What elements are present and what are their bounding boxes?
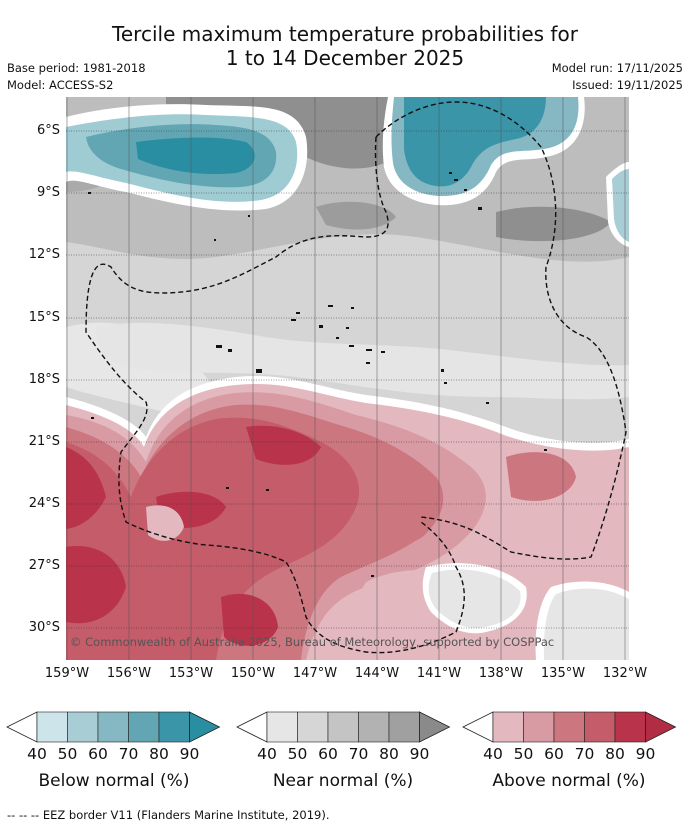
lat-label-18s: 18°S [28,372,60,387]
model-info: Base period: 1981-2018 Model: ACCESS-S2 [7,60,146,94]
colorbar-tick-label: 80 [379,745,399,763]
colorbar-tick-label: 80 [149,745,169,763]
above-normal-80-north [246,425,321,465]
colorbar-segment [553,711,585,743]
colorbar-tick-label: 40 [483,745,503,763]
colorbar-tick-label: 80 [605,745,625,763]
above-normal-80-south [221,593,278,646]
colorbar-tick-label: 90 [179,745,200,763]
colorbar-tick-label: 70 [348,745,369,763]
lon-label-135w: 135°W [540,666,586,681]
page-title: Tercile maximum temperature probabilitie… [0,22,690,70]
colorbar-label-near: Near normal (%) [272,771,414,791]
colorbar-tick-label: 40 [27,745,47,763]
colorbar-segment [492,711,524,743]
lon-label-132w: 132°W [602,666,648,681]
lon-label-150w: 150°W [230,666,276,681]
colorbar-tick-label: 70 [574,745,595,763]
base-period: Base period: 1981-2018 [7,61,146,75]
colorbar-segment [67,711,99,743]
model-name: Model: ACCESS-S2 [7,78,114,92]
colorbar-segment [358,711,390,743]
near-normal-light-band [96,322,629,400]
colorbar-above-normal [462,711,677,743]
colorbar-tick-label: 60 [88,745,108,763]
colorbar-segment [297,711,329,743]
title-line-1: Tercile maximum temperature probabilitie… [112,22,578,46]
below-normal-west-90 [136,137,255,175]
lon-label-144w: 144°W [354,666,400,681]
colorbar-segment [388,711,420,743]
above-normal-80-southwest [66,546,126,624]
colorbar-extend-high [645,711,677,743]
colorbar-segment [158,711,190,743]
lon-gridlines [66,97,626,660]
colorbar-segment [327,711,359,743]
lon-label-159w: 159°W [44,666,90,681]
probability-map[interactable]: © Commonwealth of Australia 2025, Bureau… [66,97,629,660]
colorbar-tick-label: 40 [257,745,277,763]
copyright-text: © Commonwealth of Australia 2025, Bureau… [70,635,554,649]
lat-label-30s: 30°S [28,620,60,635]
lon-label-156w: 156°W [106,666,152,681]
above-normal-east-patch [506,452,576,501]
colorbar-extend-low [236,711,268,743]
above-normal-70 [66,417,360,660]
lon-label-153w: 153°W [168,666,214,681]
colorbars [6,711,677,743]
colorbar-tick-label: 50 [57,745,78,763]
lat-label-9s: 9°S [36,185,60,200]
colorbar-segment [128,711,160,743]
colorbar-tick-label: 90 [409,745,430,763]
colorbar-tick-label: 60 [318,745,338,763]
colorbar-segment [36,711,68,743]
colorbar-label-below: Below normal (%) [38,771,190,791]
colorbar-extend-high [419,711,451,743]
colorbar-tick-label: 50 [513,745,534,763]
colorbar-segment [584,711,616,743]
lon-label-138w: 138°W [478,666,524,681]
colorbar-segment [97,711,129,743]
issued-date: Issued: 19/11/2025 [572,78,683,92]
colorbar-below-normal [6,711,221,743]
run-info: Model run: 17/11/2025 Issued: 19/11/2025 [552,60,683,94]
near-normal-patch-east [496,206,611,242]
near-normal-far-southeast [543,588,629,660]
lon-label-141w: 141°W [416,666,462,681]
colorbar-near-normal [236,711,451,743]
near-normal-patch-80 [316,201,396,230]
colorbar-tick-label: 60 [544,745,564,763]
above-normal-80-west [66,447,106,529]
above-normal-mid-patch [371,502,431,544]
colorbar-tick-label: 50 [287,745,308,763]
colorbar-extend-low [462,711,494,743]
lat-label-6s: 6°S [36,123,60,138]
map-canvas: © Commonwealth of Australia 2025, Bureau… [66,97,629,660]
lat-label-24s: 24°S [28,496,60,511]
eez-borders [85,101,627,654]
colorbar-extend-high [189,711,221,743]
colorbar-segment [523,711,555,743]
colorbar-extend-low [6,711,38,743]
eez-footnote: -- -- -- EEZ border V11 (Flanders Marine… [7,808,330,822]
lat-label-12s: 12°S [28,247,60,262]
lat-label-15s: 15°S [28,310,60,325]
lat-label-21s: 21°S [28,434,60,449]
colorbar-segment [266,711,298,743]
title-line-2: 1 to 14 December 2025 [225,46,465,70]
colorbar-segment [614,711,646,743]
model-run-date: Model run: 17/11/2025 [551,61,683,75]
colorbar-tick-label: 90 [635,745,656,763]
above-normal-light-patch [146,505,184,541]
lon-label-147w: 147°W [292,666,338,681]
lat-label-27s: 27°S [28,558,60,573]
near-normal-southeast [428,569,521,628]
islands [88,172,547,577]
colorbar-tick-label: 70 [118,745,139,763]
colorbar-label-above: Above normal (%) [492,771,646,791]
